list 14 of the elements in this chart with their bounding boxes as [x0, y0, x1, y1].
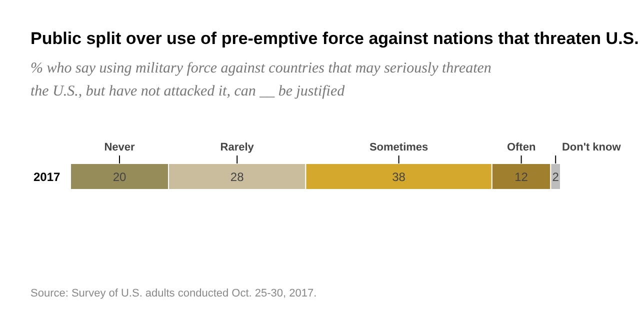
series-label: Never [104, 142, 136, 154]
series-label: Sometimes [369, 142, 428, 154]
data-label: 38 [392, 170, 406, 184]
series-label: Don't know [562, 142, 622, 154]
chart-title: Public split over use of pre-emptive force against nations that threaten U.S. [30, 29, 639, 48]
data-label: 12 [514, 170, 528, 184]
source-note: Source: Survey of U.S. adults conducted Oct. 25-30, 2017. [30, 288, 317, 300]
series-label: Rarely [220, 142, 255, 154]
y-tick-label: 2017 [34, 170, 61, 184]
series-label: Often [506, 142, 536, 154]
data-label: 20 [112, 170, 126, 184]
data-label: 28 [230, 170, 244, 184]
data-label: 2 [552, 170, 560, 184]
chart-subtitle: % who say using military force against countries that may seriously threaten the U.S., but have not attacked it, can __ be justified [30, 60, 492, 100]
